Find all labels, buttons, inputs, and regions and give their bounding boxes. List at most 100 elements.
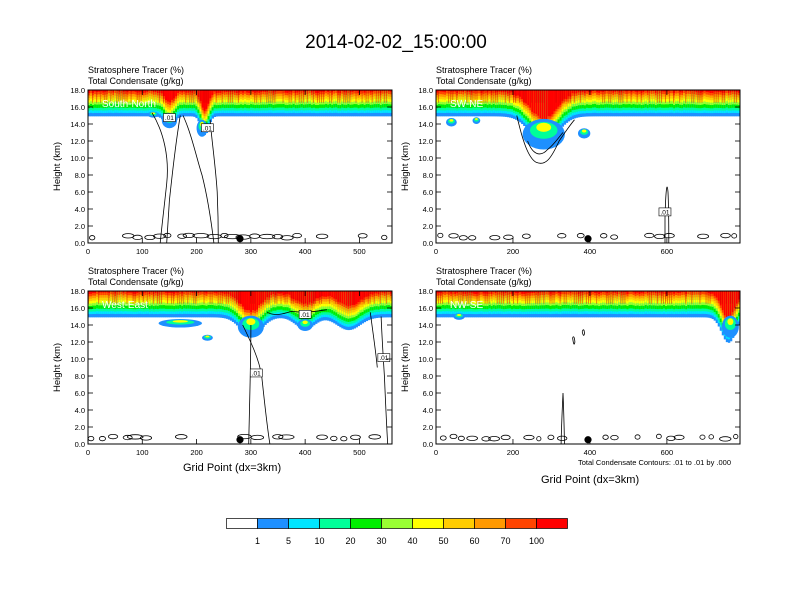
tracer-column-level-8 — [381, 291, 385, 296]
tracer-column-level-9 — [681, 90, 684, 93]
tracer-streak — [630, 90, 632, 103]
tracer-streak — [721, 90, 723, 103]
tracer-column-level-9 — [290, 291, 294, 299]
tracer-column-level-8 — [187, 291, 190, 295]
tracer-column-level-8 — [359, 90, 362, 95]
tracer-column-level-9 — [444, 90, 447, 93]
contour-label: .01 — [379, 355, 388, 362]
tracer-streak — [723, 90, 725, 103]
contour-label: .01 — [301, 312, 310, 319]
tracer-column-level-8 — [488, 90, 492, 94]
tracer-column-level-9 — [284, 291, 288, 295]
tracer-column-level-9 — [486, 90, 490, 93]
tracer-streak — [302, 90, 304, 103]
x-tick-label: 600 — [661, 247, 674, 256]
tracer-column-level-9 — [387, 291, 391, 293]
surface-cloud-contour — [315, 233, 329, 239]
condensate-contour — [166, 115, 181, 244]
tracer-column-level-9 — [310, 90, 314, 93]
x-tick-label: 200 — [190, 448, 203, 457]
tracer-streak — [136, 90, 138, 103]
tracer-streak — [335, 291, 337, 304]
tracer-column-level-8 — [327, 90, 330, 95]
tracer-column-level-9 — [240, 291, 243, 304]
tracer-streak — [272, 90, 274, 103]
y-tick-label: 16.0 — [70, 304, 85, 313]
tracer-column-level-8 — [213, 291, 217, 296]
surface-cloud-contour — [280, 235, 294, 241]
tracer-column-level-9 — [298, 291, 302, 302]
tracer-column-level-9 — [158, 90, 162, 93]
tracer-column-level-8 — [268, 90, 271, 94]
tracer-column-level-9 — [502, 90, 506, 93]
tracer-column-level-9 — [199, 90, 202, 101]
tracer-column-level-8 — [175, 291, 178, 296]
tracer-blob-core — [581, 129, 587, 133]
tracer-column-level-9 — [104, 90, 107, 93]
tracer-column-level-9 — [165, 291, 168, 293]
tracer-column-level-9 — [187, 90, 190, 93]
tracer-column-level-8 — [341, 90, 344, 94]
tracer-column-level-9 — [148, 291, 152, 294]
y-tick-label: 6.0 — [75, 188, 85, 197]
tracer-streak — [640, 90, 642, 103]
tracer-column-level-8 — [280, 90, 283, 94]
tracer-streak — [221, 90, 223, 103]
tracer-streak — [508, 90, 510, 103]
tracer-column-level-8 — [278, 90, 281, 94]
tracer-column-level-9 — [517, 90, 520, 96]
tracer-streak — [92, 90, 94, 103]
tracer-column-level-9 — [150, 90, 154, 92]
tracer-column-level-8 — [193, 90, 196, 95]
tracer-column-level-9 — [118, 291, 121, 293]
tracer-column-level-8 — [717, 90, 721, 95]
tracer-column-level-8 — [329, 90, 332, 94]
surface-cloud-contour — [330, 435, 338, 442]
tracer-column-level-8 — [144, 291, 148, 296]
tracer-column-level-9 — [252, 291, 255, 310]
tracer-column-level-9 — [363, 291, 367, 298]
tracer-column-level-9 — [138, 90, 142, 93]
tracer-column-level-8 — [685, 90, 688, 95]
tracer-column-level-8 — [276, 291, 279, 296]
tracer-streak — [541, 90, 543, 103]
tracer-column-level-9 — [260, 90, 263, 93]
tracer-column-level-9 — [630, 90, 633, 93]
tracer-column-level-9 — [699, 90, 702, 93]
surface-cloud-contour — [139, 435, 153, 441]
tracer-column-level-9 — [102, 291, 105, 293]
surface-cloud-contour — [720, 233, 731, 239]
tracer-column-level-9 — [331, 291, 334, 298]
tracer-column-level-9 — [209, 90, 213, 99]
tracer-column-level-8 — [128, 291, 131, 296]
tracer-streak — [713, 90, 715, 103]
tracer-streak — [450, 90, 452, 103]
tracer-streak — [215, 90, 217, 103]
tracer-column-level-9 — [128, 291, 131, 293]
tracer-column-level-8 — [705, 90, 708, 95]
tracer-streak — [312, 291, 314, 304]
tracer-column-level-9 — [705, 90, 708, 92]
tracer-column-level-9 — [246, 90, 249, 93]
tracer-streak — [476, 90, 478, 103]
tracer-column-level-9 — [357, 291, 360, 303]
tracer-column-level-8 — [177, 291, 180, 296]
tracer-column-level-8 — [707, 90, 710, 95]
tracer-streak — [347, 291, 349, 304]
tracer-column-level-9 — [294, 90, 298, 93]
tracer-column-level-9 — [357, 90, 360, 93]
tracer-column-level-9 — [290, 90, 294, 93]
tracer-column-level-9 — [112, 90, 115, 93]
tracer-column-level-8 — [602, 90, 605, 95]
tracer-streak — [256, 90, 258, 103]
tracer-streak — [321, 291, 323, 304]
x-tick-label: 400 — [584, 247, 597, 256]
tracer-column-level-9 — [345, 291, 348, 306]
tracer-column-level-9 — [266, 90, 269, 92]
tracer-column-level-9 — [106, 90, 109, 92]
surface-cloud-contour — [174, 434, 188, 440]
tracer-streak — [349, 90, 351, 103]
tracer-column-level-9 — [510, 90, 514, 93]
condensate-contour — [369, 312, 378, 368]
station-marker — [584, 235, 592, 243]
